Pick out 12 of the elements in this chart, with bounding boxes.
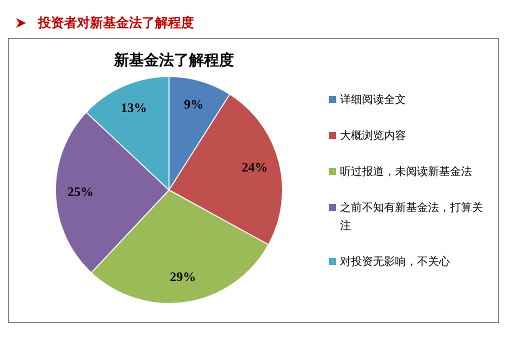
data-label: 13% <box>120 100 147 116</box>
legend-label: 听过报道，未阅读新基金法 <box>340 164 472 180</box>
chart-subtitle: 投资者对新基金法了解程度 <box>38 14 194 32</box>
legend-label: 之前不知有新基金法，打算关注 <box>340 200 484 234</box>
data-label: 24% <box>242 159 268 174</box>
legend-label: 详细阅读全文 <box>340 92 406 108</box>
legend-label: 大概浏览内容 <box>340 128 406 144</box>
chart-title: 新基金法了解程度 <box>112 51 235 70</box>
data-label: 25% <box>68 184 94 200</box>
legend-label: 对投资无影响，不关心 <box>340 254 450 270</box>
data-label: 29% <box>170 268 196 284</box>
data-label: 9% <box>184 96 204 112</box>
